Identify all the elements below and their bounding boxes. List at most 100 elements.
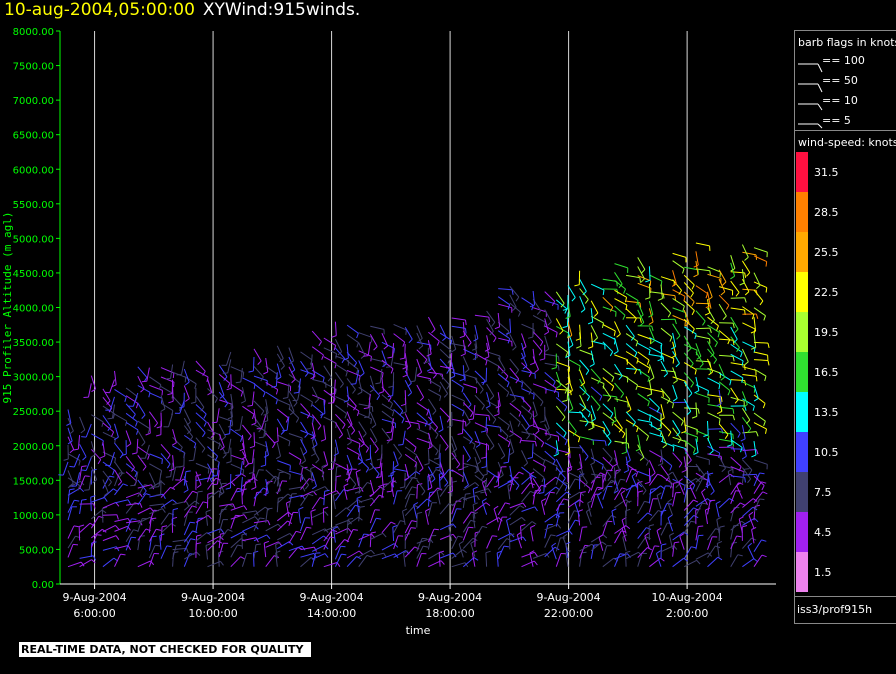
wind-barb [498,303,512,309]
wind-barb [242,516,256,524]
wind-barb-flag [255,543,261,546]
wind-barb-flag [534,506,538,512]
wind-barb-flag [607,397,612,402]
wind-barb-flag [332,492,338,496]
wind-barb-flag [439,550,445,554]
wind-barb-flag [609,458,613,464]
wind-barb [390,482,395,497]
wind-barb-flag [161,508,166,513]
wind-barb-flag [443,393,448,398]
wind-barb-flag [387,356,393,359]
wind-barb-flag [607,476,612,482]
wind-barb [242,377,256,385]
wind-barb-flag [359,372,365,377]
wind-barb [265,469,277,480]
wind-barb [679,536,685,550]
wind-barb-flag [739,282,745,286]
wind-barb-flag [447,425,453,428]
wind-barb [507,485,511,500]
wind-barb [485,416,488,432]
wind-barb-flag [209,477,213,483]
wind-barb-flag [448,350,452,356]
wind-barb [109,452,115,466]
wind-barb [707,266,721,273]
wind-barb-flag [227,528,233,532]
wind-barb-flag [654,545,660,547]
wind-barb-flag [362,433,367,438]
wind-barb [602,470,608,484]
wind-barb-flag [553,453,559,457]
wind-barb [730,439,743,448]
wind-barb-flag [431,478,436,483]
wind-barb-flag [691,328,695,334]
wind-barb [137,493,147,506]
wind-barb [183,425,194,438]
wind-barb-flag [239,448,245,452]
wind-barb [393,409,405,419]
wind-barb-flag [356,333,359,339]
wind-barb [207,454,220,463]
wind-barb-flag [388,385,394,388]
wind-barb [753,307,766,317]
wind-barb-flag [80,429,86,434]
wind-barb [184,375,197,385]
y-tick-label: 1500.00 [13,476,54,487]
wind-barb [218,382,225,396]
wind-barb-flag [449,340,453,346]
wind-barb-flag [675,363,680,368]
wind-barb-flag [539,341,544,347]
wind-barb-flag [480,476,485,481]
wind-barb [230,488,238,501]
wind-barb-flag [263,492,269,496]
wind-barb [160,376,175,383]
wind-barb [428,560,442,568]
wind-barb [718,269,727,283]
wind-barb-flag [432,374,437,379]
wind-barb [265,399,269,414]
wind-barb [649,337,663,345]
wind-barb [637,301,644,316]
wind-barb [195,501,204,514]
wind-barb [707,556,719,568]
wind-barb-flag [403,550,409,554]
wind-barb [183,490,194,503]
wind-barb [277,460,291,466]
wind-barb [439,324,447,338]
wind-barb-flag [494,326,500,330]
wind-barb [544,300,559,306]
wind-barb-flag [521,382,523,388]
wind-barb [497,312,501,327]
wind-barb-flag [596,406,601,411]
wind-barb-flag [611,386,615,392]
wind-barb-flag [602,534,608,539]
wind-barb [509,471,520,483]
wind-barb [672,531,685,541]
wind-barb-flag [690,292,694,298]
wind-barb [90,509,103,520]
wind-barb-flag [622,433,626,439]
wind-barb-flag [623,288,626,294]
wind-barb [521,397,532,409]
wind-barb-flag [73,525,79,528]
wind-barb-flag [223,452,229,454]
wind-barb [79,522,91,533]
wind-barb-flag [640,278,645,283]
wind-barb [543,478,546,493]
wind-barb-flag [419,467,424,473]
wind-barb [742,398,755,407]
wind-barb-flag [369,493,375,497]
wind-barb-flag [656,407,660,413]
wind-barb-flag [382,532,387,538]
wind-barb-flag [127,545,132,551]
wind-barb [311,346,324,356]
wind-barb [184,551,197,560]
speed-scale-label: 10.5 [814,446,839,459]
wind-barb [579,324,582,339]
wind-barb-flag [741,377,744,383]
wind-barb-flag [493,505,499,510]
wind-barb [149,503,164,507]
wind-barb [648,460,656,474]
wind-barb [555,291,565,304]
wind-barb [707,404,722,408]
wind-barb [555,397,568,408]
